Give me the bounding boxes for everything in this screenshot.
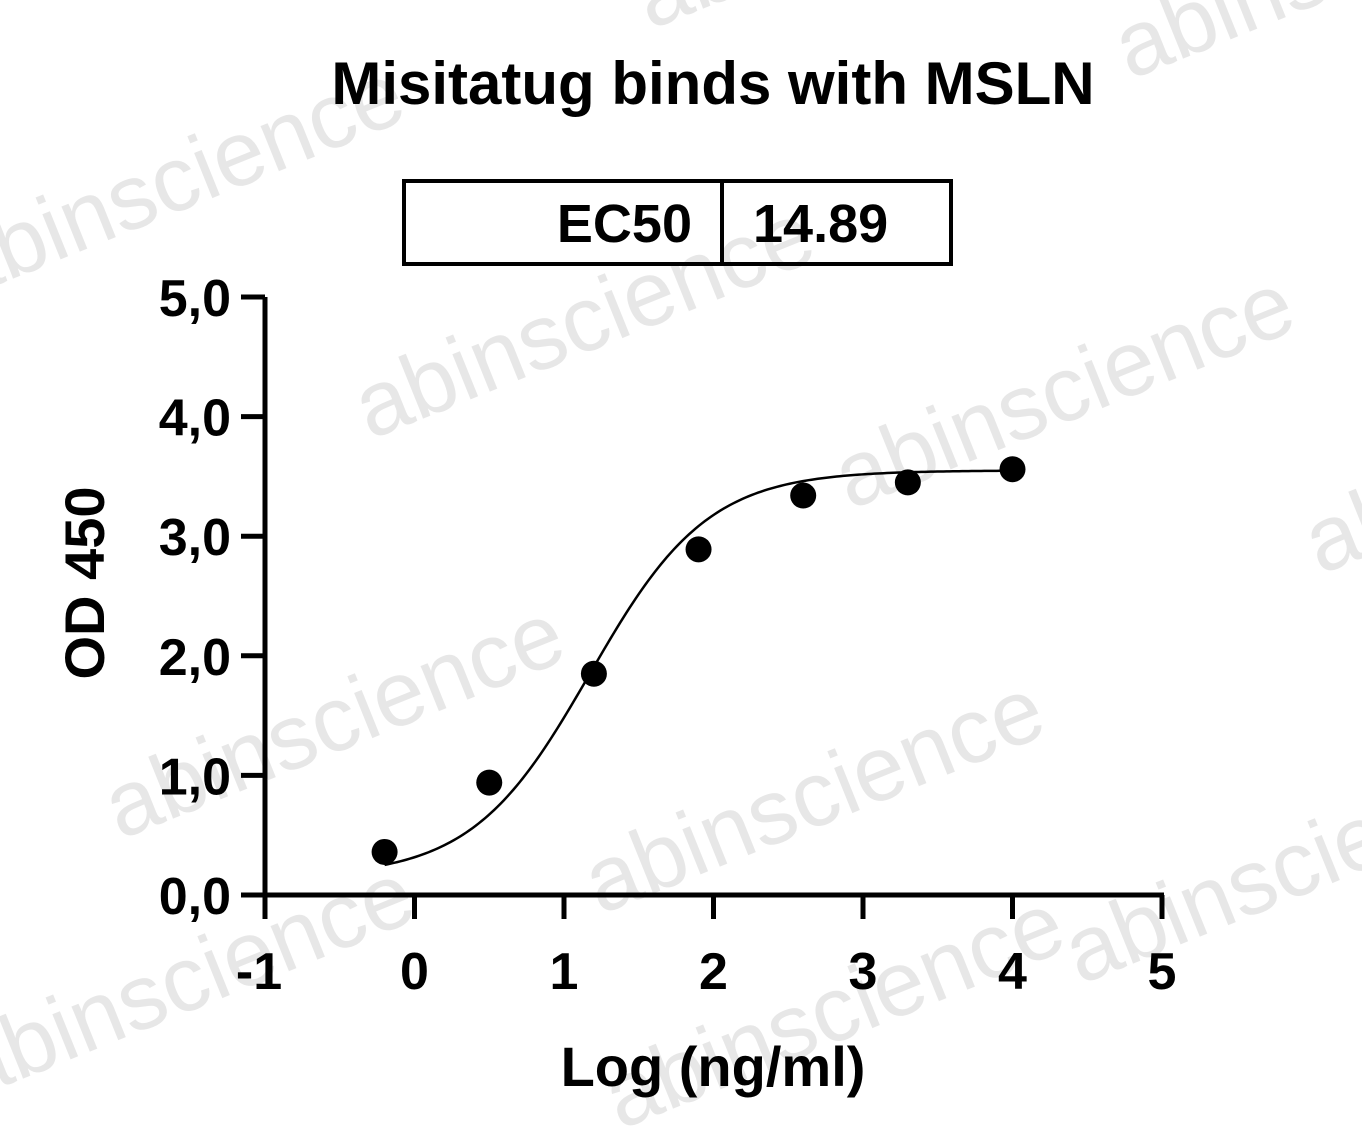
data-point <box>371 838 398 865</box>
y-axis-label: OD 450 <box>53 487 116 680</box>
watermark-text: abinscience <box>619 0 1108 49</box>
ec50-table-border <box>402 179 953 266</box>
x-tick-label: -1 <box>236 943 282 1001</box>
x-tick-label: 1 <box>550 943 579 1001</box>
ec50-label: EC50 <box>557 194 692 254</box>
x-tick-label: 4 <box>998 943 1027 1001</box>
x-tick-label: 0 <box>400 943 429 1001</box>
y-tick-label: 0,0 <box>159 868 231 926</box>
data-point <box>790 482 817 509</box>
watermark-text: abinscience <box>1099 0 1362 99</box>
watermark-text: abinscience <box>1289 317 1362 594</box>
data-point <box>894 469 921 496</box>
y-tick-label: 3,0 <box>159 509 231 567</box>
ec50-table: EC50 14.89 <box>402 179 953 266</box>
x-tick-label: 5 <box>1148 943 1177 1001</box>
axes: 0,0 1,0 2,0 3,0 4,0 5,0 -1 0 1 2 3 4 5 <box>159 270 1177 1001</box>
ec50-value: 14.89 <box>753 194 888 254</box>
y-tick-label: 2,0 <box>159 629 231 687</box>
x-tick-label: 3 <box>849 943 878 1001</box>
y-tick-label: 4,0 <box>159 390 231 448</box>
y-tick-label: 1,0 <box>159 748 231 806</box>
watermark-text: abinscience <box>1049 727 1362 1004</box>
data-point <box>476 769 503 796</box>
data-point <box>580 660 607 687</box>
watermark-text: abinscience <box>569 657 1058 934</box>
chart-title: Misitatug binds with MSLN <box>331 50 1094 117</box>
x-axis-label: Log (ng/ml) <box>561 1035 866 1098</box>
y-tick-label: 5,0 <box>159 270 231 328</box>
x-tick-label: 2 <box>699 943 728 1001</box>
watermark-text: abinscience <box>89 582 578 859</box>
watermark-text: abinscience <box>819 252 1308 529</box>
data-point <box>999 456 1026 483</box>
data-point <box>685 536 712 563</box>
data-points-layer <box>371 456 1026 865</box>
watermark-text: abinscience <box>589 872 1078 1142</box>
